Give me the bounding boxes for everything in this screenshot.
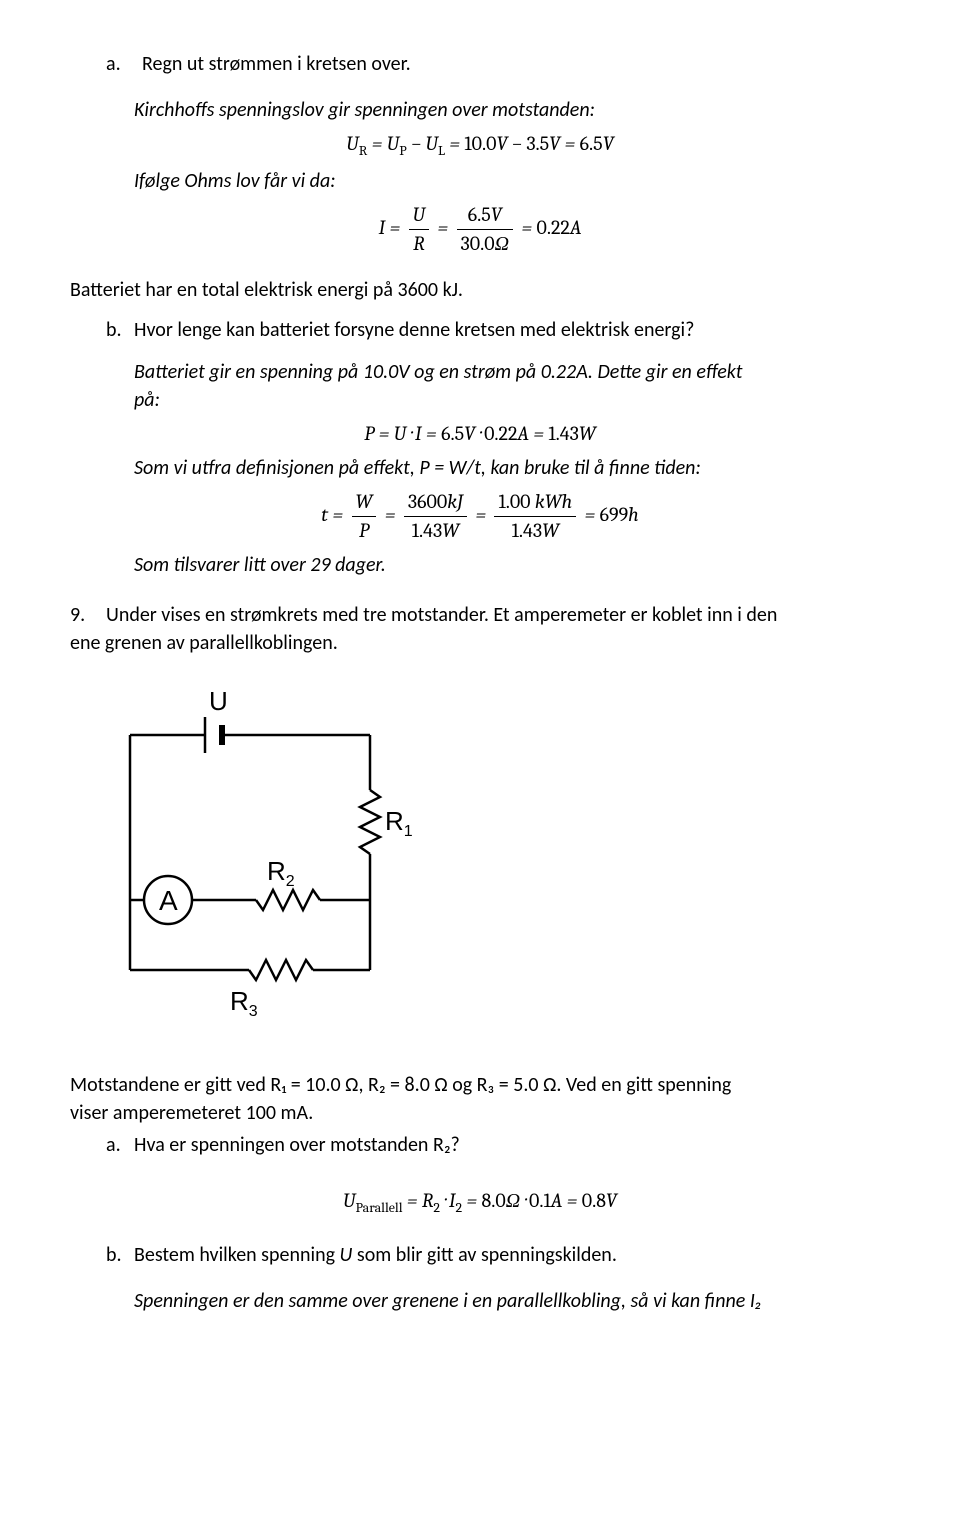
solution-b-line3: Som tilsvarer litt over 29 dager.: [134, 551, 890, 579]
solution-a-line2: Ifølge Ohms lov får vi da:: [134, 167, 890, 195]
question-b-label: b.: [106, 316, 134, 344]
question-b-text: Hvor lenge kan batteriet forsyne denne k…: [134, 316, 694, 344]
q9b-pre: Bestem hvilken spenning: [134, 1243, 340, 1267]
q9-values-line2: viser amperemeteret 100 mA.: [70, 1099, 890, 1127]
question-9a-label: a.: [106, 1131, 134, 1159]
solution-b-line1b: på:: [134, 386, 890, 414]
svg-text:A: A: [159, 885, 178, 916]
solution-a-line1: Kirchhoffs spenningslov gir spenningen o…: [134, 96, 890, 124]
solution-b-eq1: P = U · I = 6.5V · 0.22A = 1.43W: [70, 420, 890, 448]
question-9: 9. Under vises en strømkrets med tre mot…: [70, 601, 890, 629]
solution-a-eq1: UR = UP − UL = 10.0V − 3.5V = 6.5V: [70, 130, 890, 161]
question-a-text: Regn ut strømmen i kretsen over.: [142, 50, 411, 78]
circuit-diagram: U R1 R2 A R3: [110, 675, 890, 1043]
solution-a-eq2: I = UR = 6.5V30.0Ω = 0.22A: [70, 201, 890, 258]
solution-b-line1a: Batteriet gir en spenning på 10.0V og en…: [134, 358, 890, 386]
solution-9a-eq: UParallell = R2 · I2 = 8.0Ω · 0.1A = 0.8…: [70, 1187, 890, 1218]
question-9-text2: ene grenen av parallellkoblingen.: [70, 629, 890, 657]
question-9b: b. Bestem hvilken spenning U som blir gi…: [106, 1241, 890, 1269]
svg-text:R2: R2: [267, 856, 295, 890]
question-a: a. Regn ut strømmen i kretsen over.: [106, 50, 890, 78]
question-9-label: 9.: [70, 601, 106, 629]
between-text: Batteriet har en total elektrisk energi …: [70, 276, 890, 304]
q9-values-line1: Motstandene er gitt ved R₁ = 10.0 Ω, R₂ …: [70, 1071, 890, 1099]
solution-9b-line: Spenningen er den samme over grenene i e…: [134, 1287, 890, 1315]
question-a-label: a.: [106, 50, 142, 78]
svg-text:U: U: [209, 686, 228, 716]
svg-text:R3: R3: [230, 986, 258, 1020]
question-9a: a. Hva er spenningen over motstanden R₂?: [106, 1131, 890, 1159]
q9b-post: som blir gitt av spenningskilden.: [352, 1243, 617, 1267]
solution-b-line2: Som vi utfra definisjonen på effekt, P =…: [134, 454, 890, 482]
question-9b-label: b.: [106, 1241, 134, 1269]
question-9-text1: Under vises en strømkrets med tre motsta…: [106, 601, 777, 629]
svg-text:R1: R1: [385, 806, 413, 840]
question-9a-text: Hva er spenningen over motstanden R₂?: [134, 1131, 460, 1159]
question-b: b. Hvor lenge kan batteriet forsyne denn…: [106, 316, 890, 344]
solution-b-eq2: t = WP = 3600kJ1.43W = 1.00 kWh1.43W = 6…: [70, 488, 890, 545]
